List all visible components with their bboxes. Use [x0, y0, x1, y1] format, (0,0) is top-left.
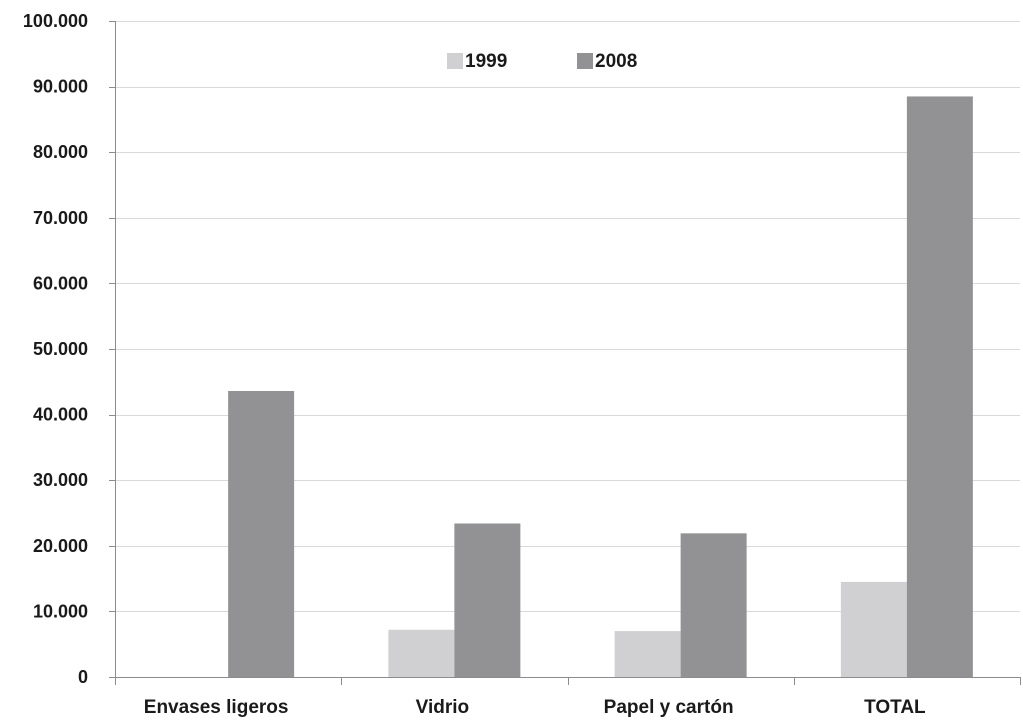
x-category-label: TOTAL	[864, 697, 926, 718]
bar-1999-1	[388, 629, 455, 677]
bar-2008-0	[228, 390, 295, 677]
y-tick-label: 90.000	[33, 77, 88, 97]
y-axis-tick-labels: 0 10.000 20.000 30.000 40.000 50.000 60.000 70.…	[23, 11, 88, 687]
x-category-label: Vidrio	[416, 697, 470, 718]
legend-swatch-2008	[577, 53, 593, 69]
legend: 1999 2008	[415, 40, 677, 86]
y-tick-label: 50.000	[33, 339, 88, 359]
y-tick-label: 60.000	[33, 273, 88, 293]
x-category-label: Papel y cartón	[604, 697, 734, 718]
bars	[228, 96, 973, 677]
bar-2008-2	[680, 533, 747, 677]
bar-2008-3	[906, 96, 973, 677]
y-tick-label: 70.000	[33, 208, 88, 228]
bar-1999-2	[614, 631, 681, 677]
y-tick-label: 0	[78, 667, 88, 687]
y-tick-label: 20.000	[33, 536, 88, 556]
x-axis-category-labels: Envases ligeros Vidrio Papel y cartón TOTAL	[144, 697, 926, 718]
y-tick-label: 40.000	[33, 405, 88, 425]
legend-label-2008: 2008	[595, 51, 637, 72]
bar-1999-3	[840, 581, 907, 677]
y-tick-label: 100.000	[23, 11, 88, 31]
legend-label-1999: 1999	[465, 51, 507, 72]
y-tick-label: 10.000	[33, 601, 88, 621]
x-category-label: Envases ligeros	[144, 697, 289, 718]
y-tick-label: 80.000	[33, 142, 88, 162]
legend-swatch-1999	[447, 53, 463, 69]
y-tick-label: 30.000	[33, 470, 88, 490]
bar-2008-1	[454, 523, 521, 677]
axes	[109, 21, 1021, 685]
